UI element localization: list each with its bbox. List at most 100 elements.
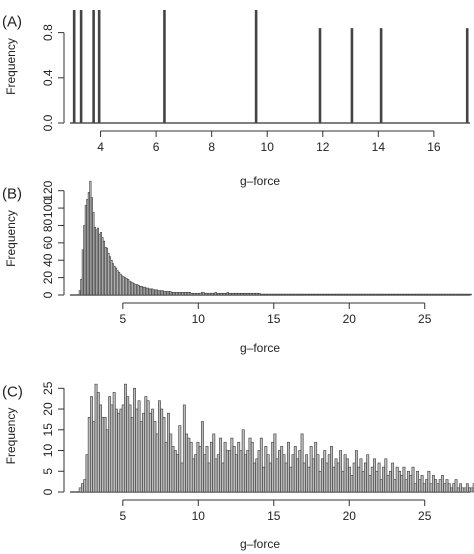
bar	[348, 466, 352, 493]
y-tick-label: 20	[41, 271, 55, 285]
bar	[388, 470, 392, 493]
bar	[300, 433, 304, 493]
bar	[194, 454, 198, 493]
bar	[436, 483, 440, 493]
bar	[345, 458, 349, 493]
bar	[112, 392, 116, 493]
bar	[368, 475, 372, 493]
bar	[431, 475, 435, 493]
y-tick-label: 0.8	[41, 24, 55, 41]
x-axis-title: g–force	[240, 174, 280, 188]
bar	[323, 450, 327, 493]
bar	[418, 479, 422, 493]
bar	[130, 417, 134, 493]
bar	[255, 458, 259, 493]
y-axis-title: Frequency	[4, 38, 18, 95]
y-tick-label: 25	[41, 381, 55, 395]
bar	[452, 483, 456, 493]
bar	[198, 446, 202, 493]
bar	[334, 458, 338, 493]
bar	[266, 454, 270, 493]
bar	[146, 400, 150, 493]
y-axis: 0 5 10 15 20 25	[41, 381, 65, 495]
bar	[314, 441, 318, 493]
y-tick-label: 20	[41, 402, 55, 416]
bar	[359, 458, 363, 493]
bar	[264, 446, 268, 493]
bar	[257, 450, 261, 493]
bar	[278, 450, 281, 493]
bar	[470, 487, 474, 493]
bar	[110, 404, 114, 493]
bar	[316, 454, 320, 493]
x-tick-label: 4	[97, 140, 104, 154]
bar	[327, 454, 331, 493]
bar	[151, 408, 155, 493]
panel-label: (B)	[2, 185, 22, 202]
x-tick-label: 5	[119, 509, 126, 523]
x-tick-label: 10	[192, 312, 206, 326]
x-axis: 5 10 15 20 25	[119, 499, 432, 523]
y-tick-label: 100	[41, 198, 55, 218]
bar	[293, 446, 297, 493]
bar	[162, 417, 166, 493]
bar	[160, 408, 164, 493]
bar	[108, 396, 112, 493]
panel-c: (C) 5 10 15 20 25 g–force 0 5 10 15 20 25 Frequency	[2, 381, 474, 551]
bar	[237, 441, 241, 493]
bar	[228, 450, 232, 493]
bar	[176, 454, 179, 493]
bar	[155, 433, 159, 493]
bar	[325, 462, 329, 493]
bar	[99, 404, 102, 493]
bar	[318, 470, 322, 493]
bar	[248, 437, 252, 493]
bar	[178, 425, 182, 493]
bar	[158, 400, 161, 493]
x-tick-label: 25	[418, 509, 432, 523]
x-tick-label: 14	[372, 140, 386, 154]
bar	[201, 421, 204, 493]
bar	[253, 462, 256, 493]
bar	[284, 462, 288, 493]
panel-label: (A)	[2, 13, 22, 30]
bar	[398, 470, 401, 493]
bar	[87, 417, 91, 493]
bar	[307, 466, 311, 493]
x-axis-title: g–force	[240, 341, 280, 355]
x-tick-label: 12	[316, 140, 330, 154]
bar	[443, 483, 447, 493]
x-tick-label: 20	[343, 509, 357, 523]
bar	[232, 446, 236, 493]
bar	[298, 450, 302, 493]
bar	[296, 458, 299, 493]
bar	[128, 404, 132, 493]
bar	[189, 441, 193, 493]
bar	[425, 479, 429, 493]
bar	[234, 454, 238, 493]
x-tick-label: 15	[267, 509, 281, 523]
bar	[309, 446, 313, 493]
y-tick-label: 40	[41, 253, 55, 267]
bar	[422, 483, 426, 493]
bar	[144, 396, 148, 493]
bar	[343, 454, 347, 493]
y-tick-label: 5	[41, 468, 55, 475]
x-tick-label: 15	[267, 312, 281, 326]
y-tick-label: 0.4	[41, 69, 55, 86]
bar	[461, 487, 465, 493]
x-tick-label: 16	[427, 140, 441, 154]
bar	[94, 383, 98, 493]
bar	[96, 392, 100, 493]
bar	[185, 433, 189, 493]
bar	[302, 462, 306, 493]
bar	[219, 437, 222, 493]
y-tick-label: 60	[41, 236, 55, 250]
bar	[465, 483, 469, 493]
bar	[212, 433, 216, 493]
x-axis: 4 6 8 10 12 14 16	[97, 130, 441, 154]
bar	[282, 454, 286, 493]
bar	[182, 404, 186, 493]
bar	[393, 479, 397, 493]
